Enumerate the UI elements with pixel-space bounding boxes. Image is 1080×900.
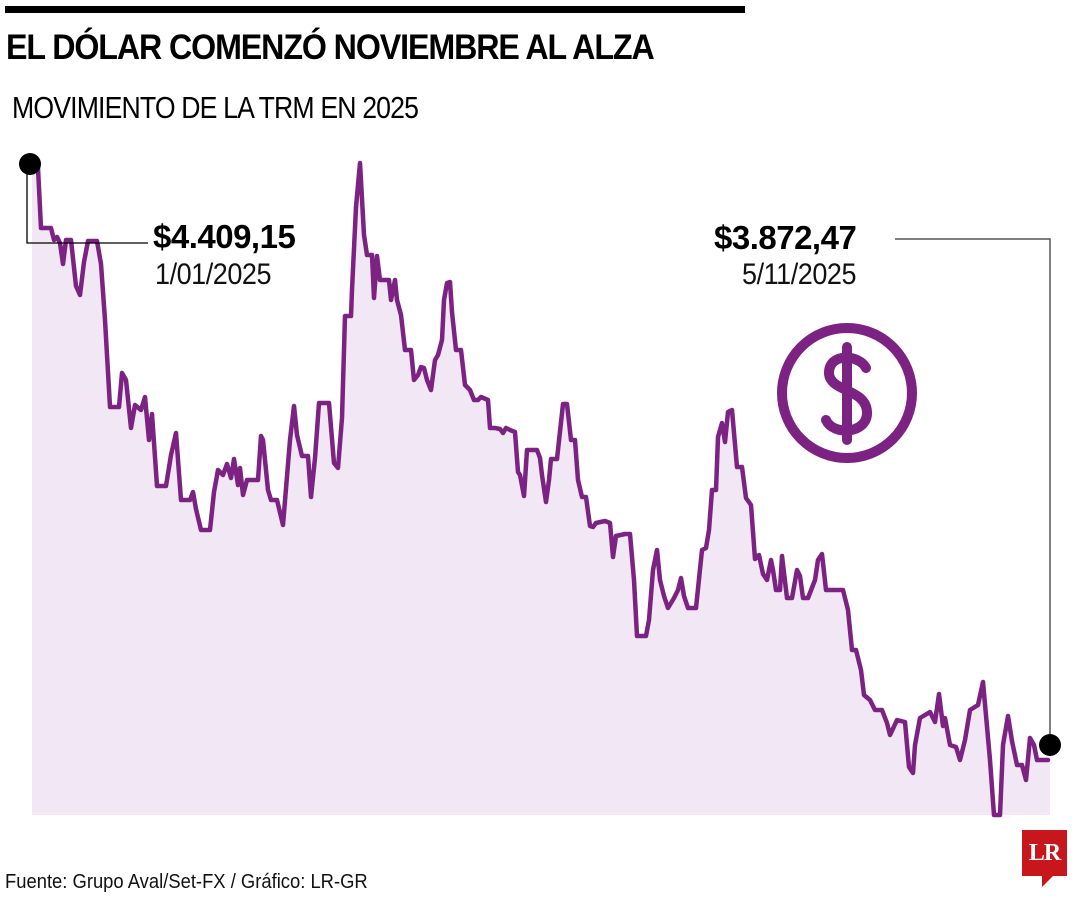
end-date-label: 5/11/2025 xyxy=(742,258,857,291)
start-value-label: $4.409,15 xyxy=(153,218,296,255)
chart-title: EL DÓLAR COMENZÓ NOVIEMBRE AL ALZA xyxy=(6,28,655,67)
area-fill xyxy=(32,163,1050,815)
top-rule xyxy=(5,6,745,13)
end-value-label: $3.872,47 xyxy=(714,219,857,256)
chart-subtitle: MOVIMIENTO DE LA TRM EN 2025 xyxy=(12,90,419,125)
dollar-circle-icon xyxy=(777,323,917,463)
source-note: Fuente: Grupo Aval/Set-FX / Gráfico: LR-… xyxy=(5,871,368,893)
end-leader-line xyxy=(895,238,1051,745)
trm-line xyxy=(35,160,1051,818)
start-date-label: 1/01/2025 xyxy=(155,258,272,291)
start-leader-line xyxy=(26,164,148,244)
lr-logo-tail xyxy=(1042,875,1054,887)
end-marker xyxy=(1039,734,1061,756)
lr-logo: LR xyxy=(1022,830,1067,876)
start-marker xyxy=(19,153,41,175)
